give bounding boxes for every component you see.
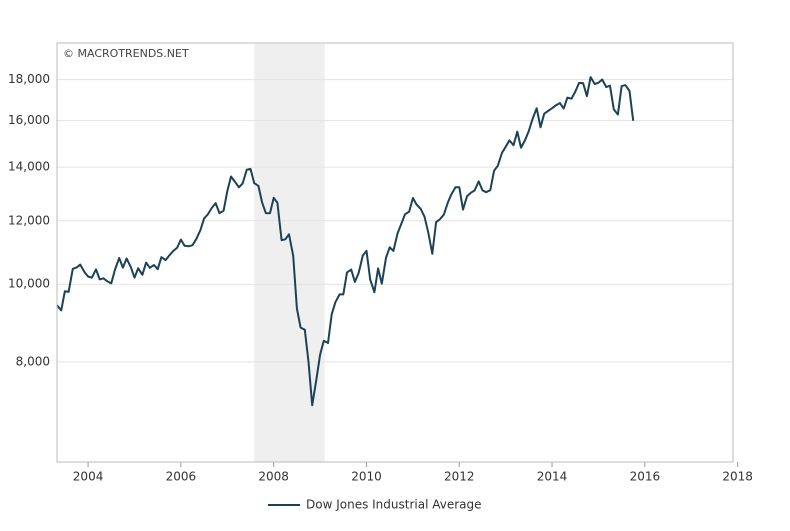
x-tick-label: 2012 bbox=[444, 470, 475, 484]
x-tick-label: 2004 bbox=[73, 470, 104, 484]
legend-label: Dow Jones Industrial Average bbox=[306, 498, 482, 512]
recession-shade bbox=[254, 44, 325, 462]
x-tick-label: 2016 bbox=[630, 470, 661, 484]
watermark: © MACROTRENDS.NET bbox=[63, 47, 189, 60]
y-tick-label: 16,000 bbox=[8, 113, 50, 127]
data-line bbox=[56, 76, 635, 407]
x-tick-label: 2006 bbox=[166, 470, 197, 484]
y-tick-label: 14,000 bbox=[8, 160, 50, 174]
x-tick-label: 2008 bbox=[258, 470, 289, 484]
y-tick-label: 12,000 bbox=[8, 213, 50, 227]
y-tick-label: 8,000 bbox=[16, 354, 50, 368]
y-tick-label: 10,000 bbox=[8, 277, 50, 291]
plot-area bbox=[56, 42, 734, 463]
x-tick-label: 2010 bbox=[351, 470, 382, 484]
plot-border bbox=[56, 42, 734, 463]
x-tick-label: 2018 bbox=[722, 470, 753, 484]
x-tick-label: 2014 bbox=[537, 470, 568, 484]
y-tick-label: 18,000 bbox=[8, 72, 50, 86]
